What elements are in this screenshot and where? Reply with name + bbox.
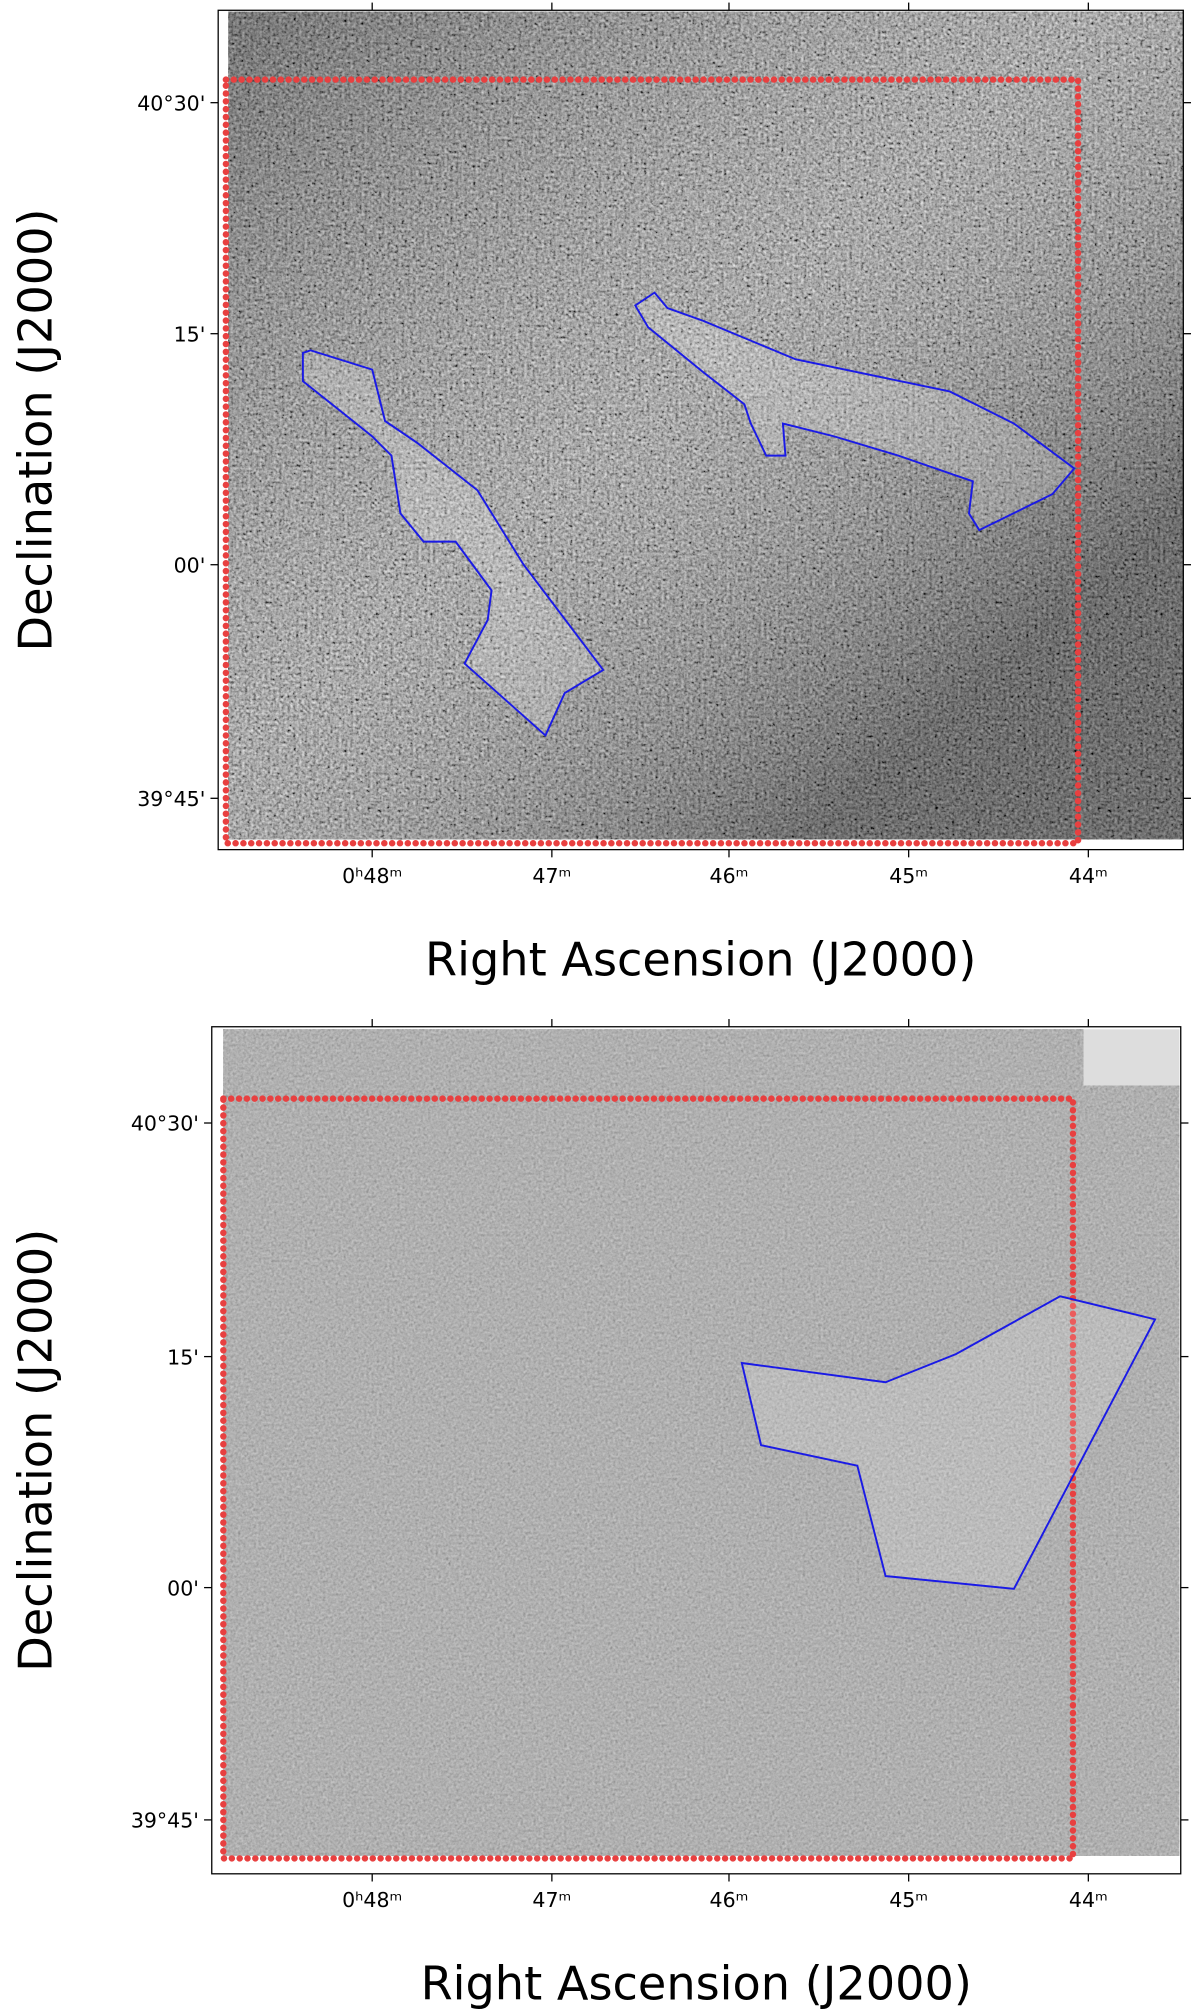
x-tick-label: 47ᵐ bbox=[532, 1888, 571, 1912]
x-tick-label: 45ᵐ bbox=[889, 1888, 928, 1912]
field-boundary bbox=[222, 76, 1082, 847]
x-tick-label: 44ᵐ bbox=[1069, 1888, 1108, 1912]
y-tick-label: 15' bbox=[174, 322, 206, 346]
x-tick-label: 46ᵐ bbox=[710, 864, 749, 888]
field-boundary bbox=[220, 1095, 1077, 1862]
x-tick-label: 47ᵐ bbox=[532, 864, 571, 888]
sky-image bbox=[223, 1029, 1180, 1856]
plot-frame bbox=[211, 1026, 1182, 1875]
y-tick-label: 00' bbox=[167, 1576, 199, 1600]
y-tick-label: 39°45' bbox=[131, 1809, 199, 1833]
sky-image bbox=[228, 11, 1184, 840]
x-axis-label: Right Ascension (J2000) bbox=[421, 1957, 972, 2011]
region-outline bbox=[634, 291, 1076, 532]
y-tick-label: 00' bbox=[174, 553, 206, 577]
x-axis-label: Right Ascension (J2000) bbox=[425, 932, 976, 986]
y-tick-label: 40°30' bbox=[137, 91, 205, 115]
y-tick-label: 15' bbox=[167, 1345, 199, 1369]
y-tick-label: 40°30' bbox=[131, 1112, 199, 1136]
plot-frame bbox=[217, 9, 1184, 851]
region-outline bbox=[740, 1295, 1157, 1590]
y-axis-label: Declination (J2000) bbox=[8, 1229, 62, 1672]
x-tick-label: 46ᵐ bbox=[710, 1888, 749, 1912]
x-tick-label: 0ʰ48ᵐ bbox=[342, 1888, 402, 1912]
y-tick-label: 39°45' bbox=[137, 787, 205, 811]
x-tick-label: 0ʰ48ᵐ bbox=[342, 864, 402, 888]
y-axis-label: Declination (J2000) bbox=[8, 208, 62, 651]
x-tick-label: 44ᵐ bbox=[1069, 864, 1108, 888]
region-outline bbox=[301, 349, 605, 738]
x-tick-label: 45ᵐ bbox=[889, 864, 928, 888]
